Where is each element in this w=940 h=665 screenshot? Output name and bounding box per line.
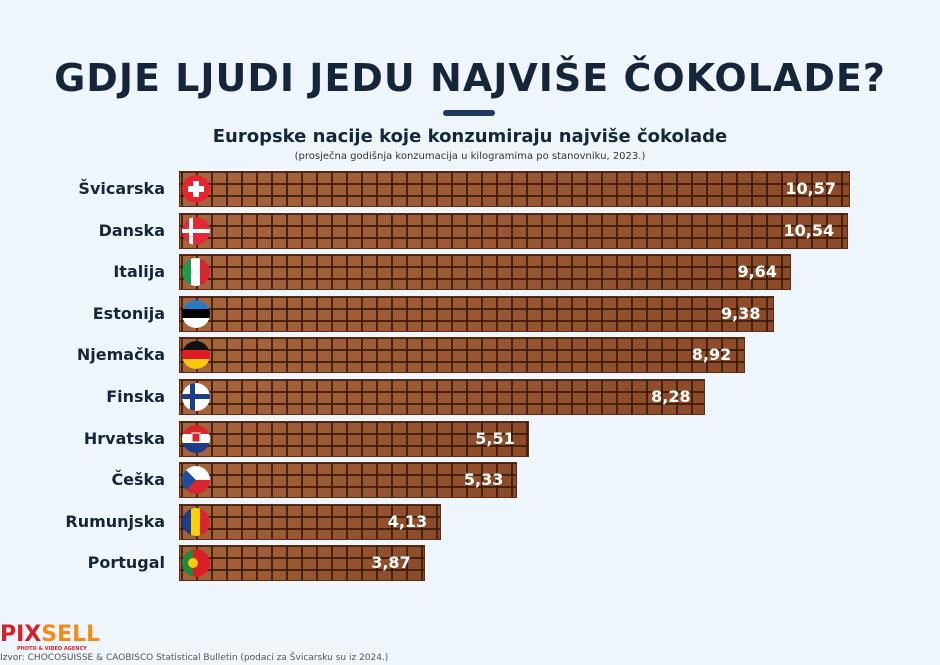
chart-row: Švicarska 10,57: [0, 171, 940, 207]
bar: [179, 379, 705, 415]
source-text: Izvor: CHOCOSUISSE & CAOBISCO Statistica…: [0, 653, 389, 663]
value-label: 9,38: [720, 303, 761, 323]
value-label: 3,87: [371, 553, 411, 573]
value-label: 8,92: [691, 345, 732, 365]
bar: [179, 420, 529, 457]
category-label: Portugal: [87, 553, 165, 573]
bar: [179, 462, 518, 499]
title-divider: [443, 110, 495, 116]
page-title: GDJE LJUDI JEDU NAJVIŠE ČOKOLADE?: [54, 56, 886, 100]
category-label: Danska: [98, 220, 165, 240]
value-label: 4,13: [387, 511, 428, 531]
category-label: Njemačka: [76, 345, 165, 365]
value-label: 5,33: [463, 470, 504, 490]
finland-flag-icon: [182, 383, 210, 411]
chart-row: Njemačka 8,92: [0, 337, 940, 374]
value-label: 5,51: [475, 428, 515, 448]
denmark-flag-icon: [182, 216, 210, 245]
logo-tagline: PHOTO & VIDEO AGENCY: [17, 646, 87, 652]
estonia-flag-icon: [182, 299, 210, 328]
bar: [179, 337, 746, 374]
category-label: Estonija: [92, 303, 165, 323]
chart-row: Estonija 9,38: [0, 295, 940, 332]
chart-row: Portugal 3,87: [0, 545, 940, 582]
value-label: 10,54: [783, 220, 835, 240]
bar: [179, 503, 442, 540]
logo-part1: PIX: [0, 622, 42, 647]
chart-subtitle: Europske nacije koje konzumiraju najviše…: [212, 126, 728, 147]
category-label: Švicarska: [78, 179, 165, 198]
bar: [179, 171, 850, 207]
chart-row: Rumunjska 4,13: [0, 503, 940, 540]
value-label: 9,64: [737, 262, 777, 282]
portugal-flag-icon: [182, 549, 210, 578]
bar: [179, 295, 775, 332]
value-label: 10,57: [785, 179, 836, 198]
romania-flag-icon: [182, 507, 210, 536]
category-label: Rumunjska: [65, 511, 165, 531]
chart-row: Finska 8,28: [0, 379, 940, 415]
logo-part2: SELL: [41, 622, 101, 647]
category-label: Hrvatska: [83, 428, 165, 448]
value-label: 8,28: [651, 387, 691, 406]
chart-row: Češka 5,33: [0, 462, 940, 499]
italy-flag-icon: [182, 258, 210, 287]
category-label: Finska: [106, 387, 165, 406]
chart-row: Italija 9,64: [0, 254, 940, 291]
pixsell-logo: PIXSELL: [0, 623, 100, 646]
bar: [179, 545, 425, 582]
czechia-flag-icon: [182, 466, 210, 495]
chart-note: (prosječna godišnja konzumacija u kilogr…: [294, 151, 646, 162]
croatia-flag-icon: [182, 424, 210, 453]
bar: [179, 254, 791, 291]
chart-row: Hrvatska 5,51: [0, 420, 940, 457]
switzerland-flag-icon: [182, 175, 210, 203]
category-label: Češka: [111, 470, 165, 490]
category-label: Italija: [113, 262, 165, 282]
bar: [179, 212, 849, 249]
germany-flag-icon: [182, 341, 210, 370]
chart-row: Danska 10,54: [0, 212, 940, 249]
